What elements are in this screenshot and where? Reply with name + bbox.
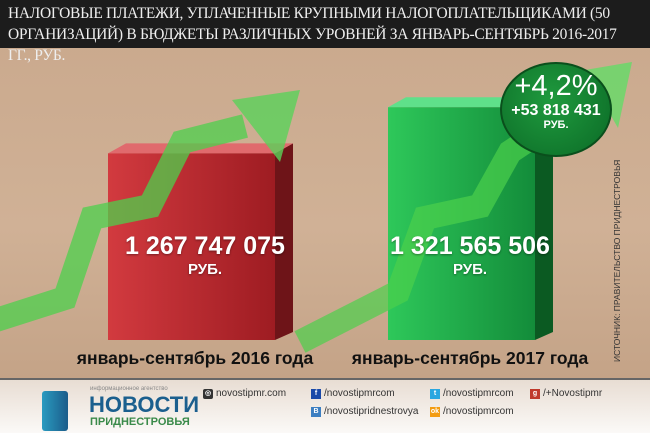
globe-icon: ◎ bbox=[203, 388, 213, 399]
link-google-plus[interactable]: g/+Novostipmr bbox=[530, 388, 602, 399]
infographic-area bbox=[0, 0, 650, 378]
source-note: ИСТОЧНИК: ПРАВИТЕЛЬСТВО ПРИДНЕСТРОВЬЯ bbox=[612, 159, 622, 362]
logo-subtitle: ПРИДНЕСТРОВЬЯ bbox=[90, 416, 190, 428]
logo-title: НОВОСТИ bbox=[89, 392, 200, 417]
bar-0 bbox=[108, 153, 275, 340]
logo-tagline: информационное агентство bbox=[90, 386, 168, 392]
bar-value-2017: 1 321 565 506 РУБ. bbox=[390, 232, 550, 278]
bar-value-2016: 1 267 747 075 РУБ. bbox=[125, 232, 285, 278]
logo-icon bbox=[42, 391, 68, 431]
change-badge: +4,2% +53 818 431 РУБ. bbox=[500, 62, 612, 157]
link-twitter[interactable]: t/novostipmrcom bbox=[430, 388, 514, 399]
twitter-icon: t bbox=[430, 388, 440, 399]
growth-arrow-1 bbox=[0, 114, 248, 332]
link-facebook[interactable]: f/novostipmrcom bbox=[311, 388, 395, 399]
bar-chart bbox=[0, 62, 632, 353]
facebook-icon: f bbox=[311, 388, 321, 399]
page-title: НАЛОГОВЫЕ ПЛАТЕЖИ, УПЛАЧЕННЫЕ КРУПНЫМИ Н… bbox=[0, 0, 650, 64]
google-plus-icon: g bbox=[530, 388, 540, 399]
link-vk[interactable]: B/novostipridnestrovya bbox=[311, 406, 419, 417]
vk-icon: B bbox=[311, 406, 321, 417]
category-label-2016: январь-сентябрь 2016 года bbox=[76, 348, 314, 368]
category-label-2017: январь-сентябрь 2017 года bbox=[351, 348, 589, 368]
bar-side-0 bbox=[275, 143, 293, 340]
link-website[interactable]: ◎ novostipmr.com bbox=[203, 388, 287, 399]
growth-arrowhead-1 bbox=[232, 90, 300, 162]
link-odnoklassniki[interactable]: ok/novostipmrcom bbox=[430, 406, 514, 417]
odnoklassniki-icon: ok bbox=[430, 406, 440, 417]
footer: информационное агентство НОВОСТИ ПРИДНЕС… bbox=[0, 378, 650, 433]
bar-side-1 bbox=[535, 97, 553, 340]
